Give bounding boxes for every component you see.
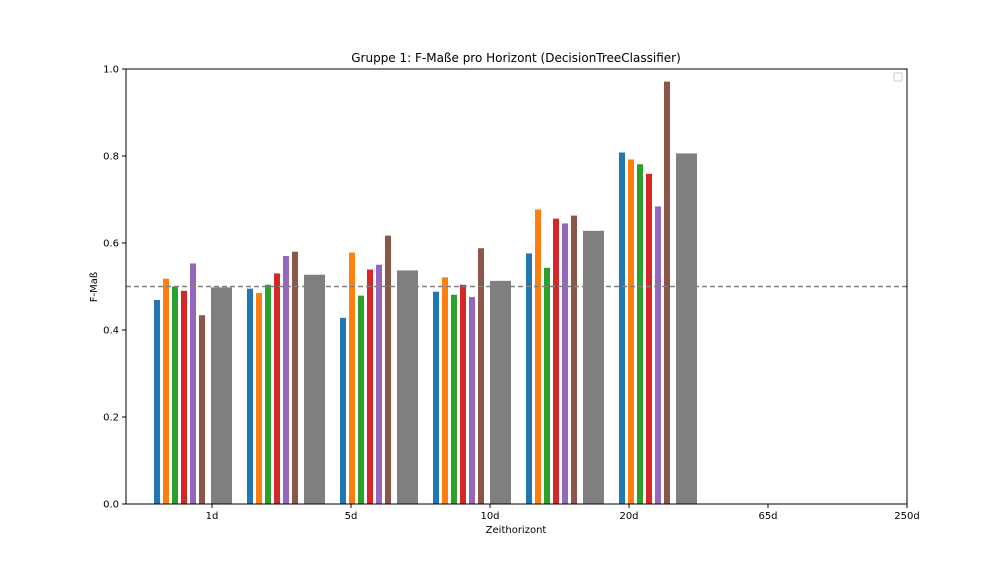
bar-group-0-series-1 (163, 278, 169, 504)
bar-group-2-series-0 (340, 317, 346, 504)
y-tick-label-1: 0.2 (103, 413, 119, 424)
y-tick-label-5: 1.0 (103, 65, 119, 76)
y-tick-label-3: 0.6 (103, 239, 119, 250)
bar-group-4-series-2 (544, 267, 550, 504)
plot-area (126, 69, 907, 504)
bar-group-1-aggregate (304, 274, 325, 504)
bar-group-3-series-5 (478, 248, 484, 504)
legend-box (893, 72, 903, 82)
bar-group-0-series-3 (181, 290, 187, 504)
bar-group-5-series-1 (628, 159, 634, 505)
x-axis-title: Zeithorizont (486, 525, 547, 536)
bar-group-3-series-0 (433, 291, 439, 504)
bar-group-5-series-2 (637, 164, 643, 504)
y-tick-label-4: 0.8 (103, 152, 119, 163)
x-tick-label-2: 10d (480, 511, 499, 522)
bar-group-5-series-4 (655, 206, 661, 504)
bar-group-1-series-0 (247, 288, 253, 504)
bar-group-5-series-5 (664, 81, 670, 505)
bar-group-2-series-1 (349, 252, 355, 504)
bar-group-5-aggregate (676, 153, 697, 504)
bar-group-0-series-2 (172, 286, 178, 504)
bar-group-2-series-4 (376, 264, 382, 504)
bar-group-2-aggregate (397, 270, 418, 504)
bar-group-0-series-0 (154, 299, 160, 504)
bar-group-3-series-2 (451, 294, 457, 504)
bar-group-1-series-1 (256, 293, 262, 504)
bar-group-2-series-2 (358, 295, 364, 504)
x-tick-label-4: 65d (758, 511, 777, 522)
y-tick-label-2: 0.4 (103, 326, 119, 337)
bar-group-3-series-4 (469, 296, 475, 504)
bar-group-3-series-1 (442, 277, 448, 504)
bar-group-4-series-3 (553, 218, 559, 504)
bar-group-1-series-4 (283, 256, 289, 504)
bar-group-3-aggregate (490, 280, 511, 504)
bar-group-5-series-0 (619, 152, 625, 504)
bar-group-1-series-5 (292, 251, 298, 504)
chart-title: Gruppe 1: F-Maße pro Horizont (DecisionT… (351, 51, 681, 65)
y-axis-title: F-Maß (89, 272, 100, 302)
x-axis: 1d 5d 10d 20d 65d 250d (206, 504, 920, 522)
bar-group-0-aggregate (211, 287, 232, 504)
bar-group-0-series-4 (190, 263, 196, 504)
bar-group-1-series-2 (265, 284, 271, 504)
bar-group-4-series-5 (571, 215, 577, 504)
bar-group-0-series-5 (199, 315, 205, 504)
bar-group-4-aggregate (583, 230, 604, 504)
bar-group-2-series-5 (385, 235, 391, 505)
bar-group-1-series-3 (274, 273, 280, 504)
bar-group-4-series-0 (526, 253, 532, 504)
x-tick-label-3: 20d (619, 511, 638, 522)
bar-group-2-series-3 (367, 269, 373, 504)
plot-frame (125, 68, 908, 505)
bar-group-5-series-3 (646, 173, 652, 504)
bar-group-4-series-1 (535, 209, 541, 504)
bar-group-4-series-4 (562, 223, 568, 505)
x-tick-label-0: 1d (206, 511, 219, 522)
x-tick-label-1: 5d (345, 511, 358, 522)
bar-group-3-series-3 (460, 284, 466, 504)
y-tick-label-0: 0.0 (103, 500, 119, 511)
y-axis: 0.0 0.2 0.4 0.6 0.8 1.0 (103, 65, 126, 511)
x-tick-label-5: 250d (894, 511, 919, 522)
bars-layer (154, 81, 697, 505)
